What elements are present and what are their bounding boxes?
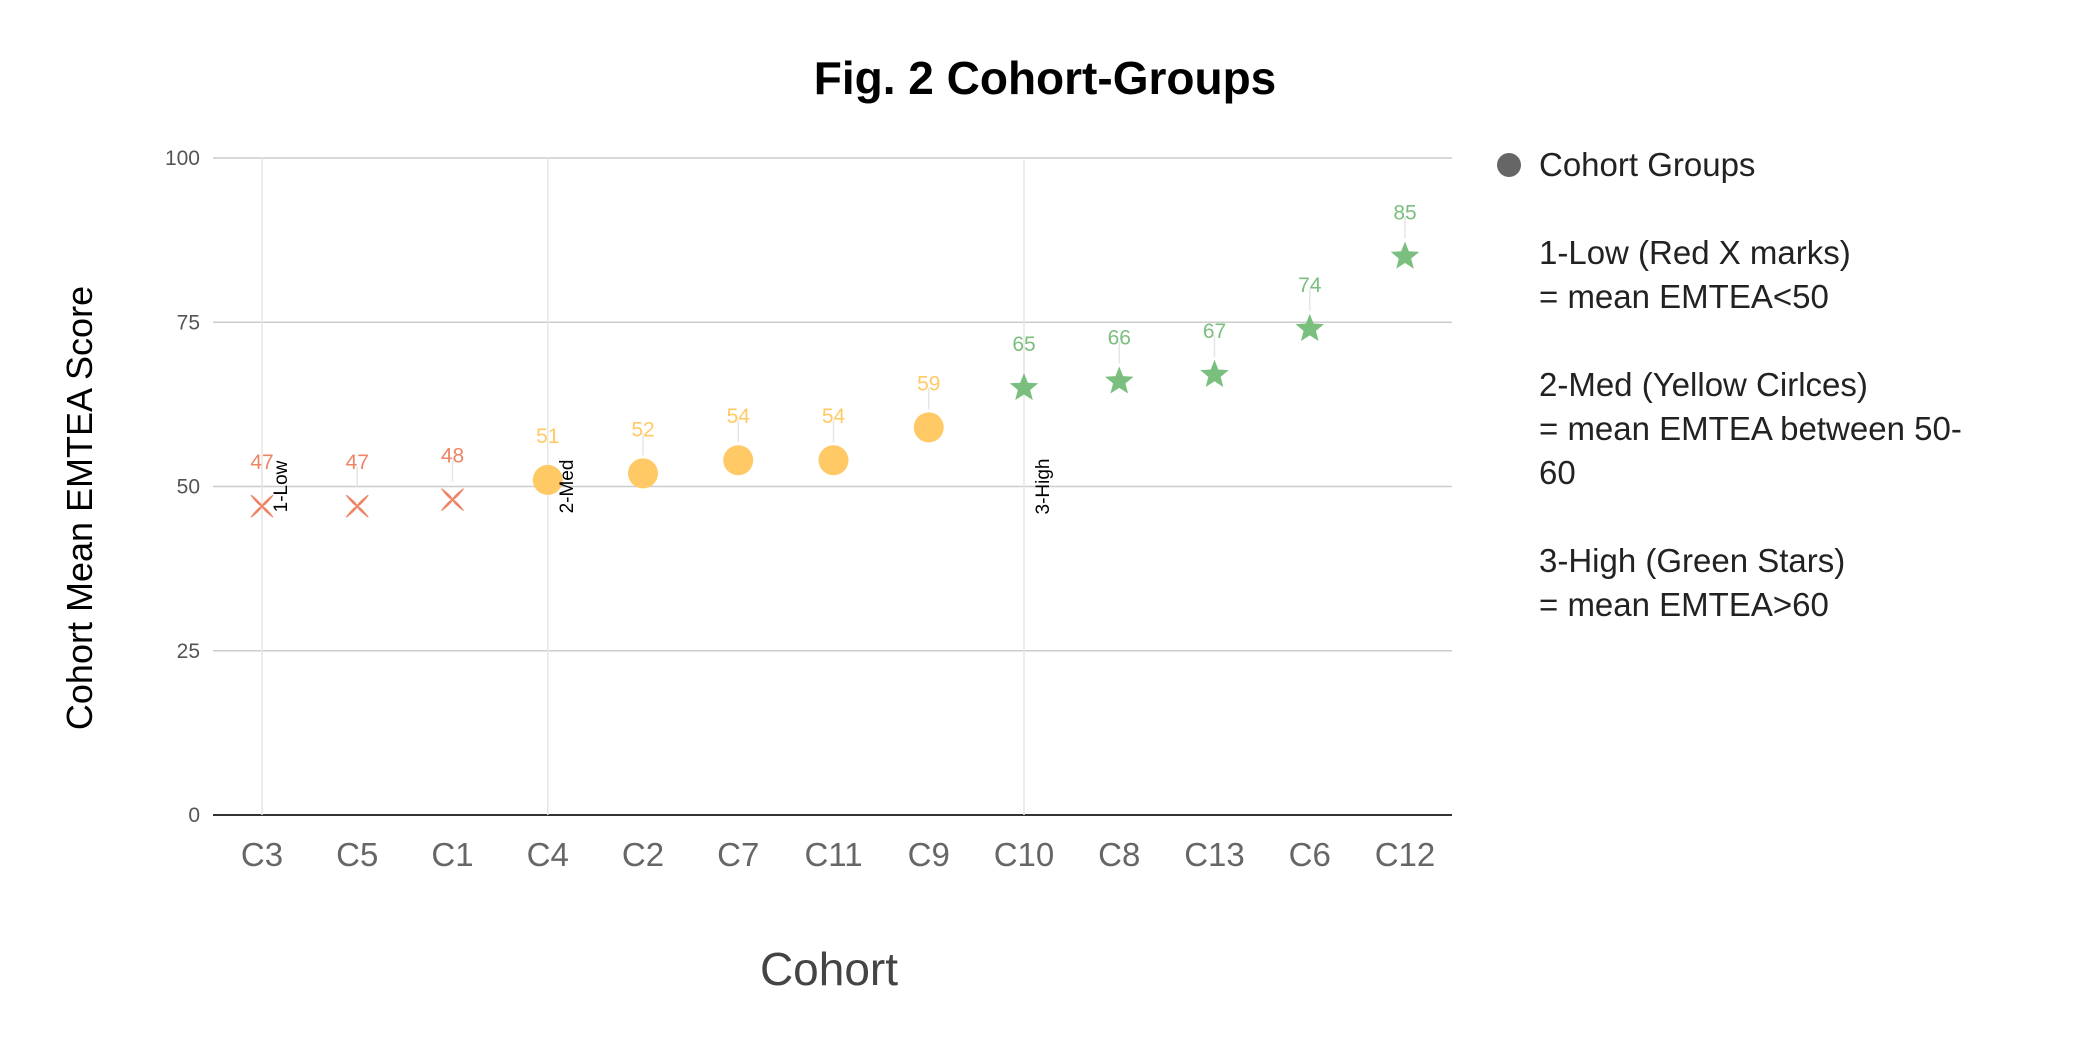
point-c6	[1295, 313, 1325, 341]
group-annotation-c4: 2-Med	[557, 460, 578, 514]
point-c10	[1009, 372, 1039, 401]
point-c1	[441, 488, 464, 512]
point-c7	[723, 445, 754, 476]
data-label-c1: 48	[441, 445, 464, 468]
legend-med-line-2: = mean EMTEA between 50-	[1539, 410, 1962, 447]
point-c3	[250, 494, 274, 518]
x-tick-label-c13: C13	[1184, 836, 1245, 873]
legend-title: Cohort Groups	[1539, 146, 1756, 183]
legend-high-line-1: 3-High (Green Stars)	[1539, 542, 1846, 579]
legend-marker-icon	[1497, 153, 1521, 177]
legend-group-high: 3-High (Green Stars) = mean EMTEA>60	[1539, 539, 2057, 627]
legend: Cohort Groups 1-Low (Red X marks) = mean…	[1497, 143, 2057, 627]
data-label-c4: 51	[536, 425, 559, 448]
legend-low-line-1: 1-Low (Red X marks)	[1539, 234, 1851, 271]
x-tick-label-c9: C9	[908, 836, 950, 873]
legend-high-line-2: = mean EMTEA>60	[1539, 586, 1829, 623]
y-tick-label-50: 50	[177, 476, 200, 499]
legend-med-line-1: 2-Med (Yellow Cirlces)	[1539, 366, 1868, 403]
group-annotation-c3: 1-Low	[271, 460, 292, 512]
x-tick-label-c10: C10	[994, 836, 1055, 873]
legend-group-med: 2-Med (Yellow Cirlces) = mean EMTEA betw…	[1539, 363, 2057, 495]
y-tick-label-75: 75	[177, 311, 200, 334]
point-c8	[1104, 366, 1134, 394]
point-c13	[1200, 359, 1229, 387]
x-tick-label-c8: C8	[1098, 836, 1140, 873]
point-c5	[345, 494, 369, 518]
legend-group-low: 1-Low (Red X marks) = mean EMTEA<50	[1539, 231, 2057, 319]
data-label-c12: 85	[1393, 202, 1416, 225]
plot-area: 0 25 50 75 100 C3 C5 C1 C4 C2 C7 C11 C9 C10 C8 C13 C6 C12…	[165, 147, 1452, 873]
legend-header: Cohort Groups	[1497, 143, 2057, 187]
data-label-c13: 67	[1203, 320, 1226, 343]
y-tick-label-0: 0	[188, 804, 200, 827]
data-label-c2: 52	[631, 418, 654, 441]
point-c2	[628, 458, 658, 489]
y-axis-label: Cohort Mean EMTEA Score	[59, 286, 100, 730]
data-label-c6: 74	[1298, 274, 1322, 297]
data-label-c9: 59	[917, 372, 940, 395]
x-tick-label-c6: C6	[1289, 836, 1331, 873]
data-label-c3: 47	[250, 451, 273, 474]
x-tick-label-c5: C5	[336, 836, 378, 873]
chart-title: Fig. 2 Cohort-Groups	[814, 52, 1277, 104]
point-c4	[532, 464, 563, 495]
x-tick-label-c3: C3	[241, 836, 283, 873]
group-annotation-c10: 3-High	[1033, 459, 1054, 515]
legend-low-line-2: = mean EMTEA<50	[1539, 278, 1829, 315]
x-tick-label-c2: C2	[622, 836, 664, 873]
legend-med-line-3: 60	[1539, 454, 1576, 491]
x-axis-label: Cohort	[760, 943, 898, 995]
y-tick-label-25: 25	[177, 640, 200, 663]
x-tick-label-c12: C12	[1375, 836, 1436, 873]
x-tick-label-c7: C7	[717, 836, 759, 873]
point-c9	[913, 412, 944, 443]
data-label-c8: 66	[1108, 326, 1131, 349]
data-label-c5: 47	[346, 451, 369, 474]
x-tick-label-c11: C11	[804, 836, 862, 873]
point-c11	[818, 445, 849, 476]
data-label-c7: 54	[727, 405, 751, 428]
x-tick-label-c4: C4	[527, 836, 569, 873]
y-tick-label-100: 100	[165, 147, 200, 170]
point-c12	[1390, 241, 1420, 269]
x-tick-label-c1: C1	[431, 836, 473, 873]
data-label-c10: 65	[1012, 333, 1035, 356]
data-label-c11: 54	[822, 405, 846, 428]
